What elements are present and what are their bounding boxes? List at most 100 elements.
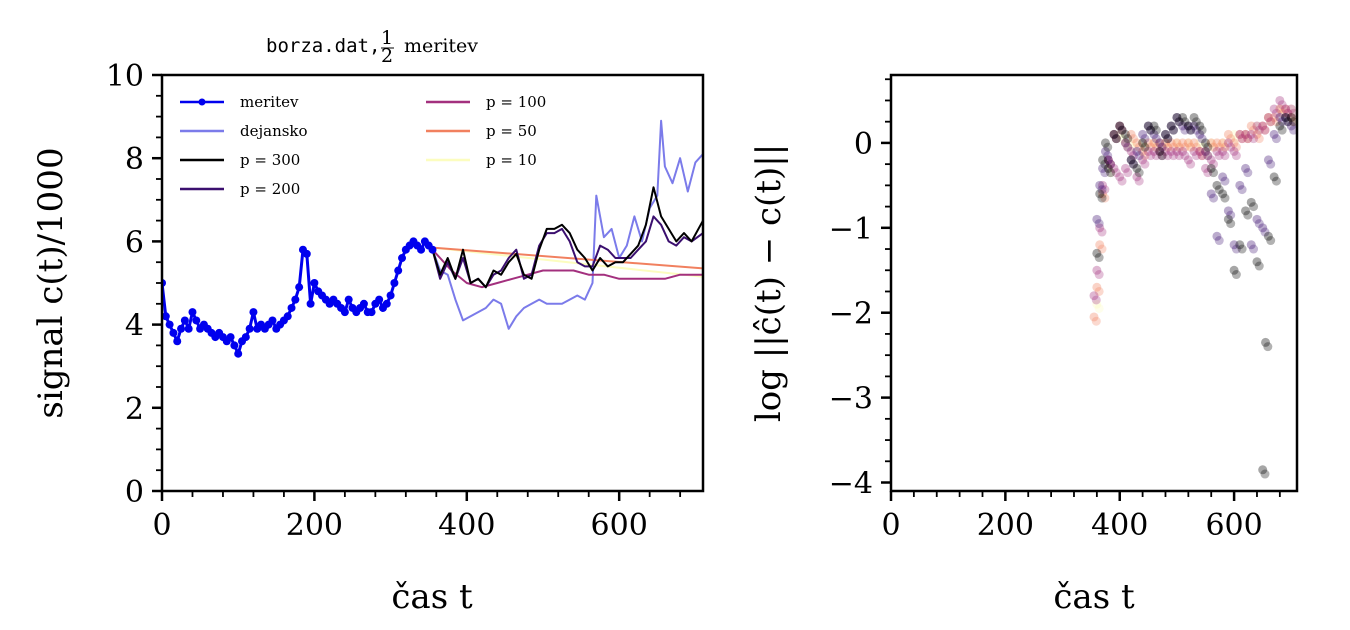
scatter-point [1206,138,1216,148]
scatter-point [1183,138,1193,148]
scatter-point [1123,134,1133,144]
scatter-point [1195,129,1205,139]
scatter-point [1180,151,1190,161]
scatter-point [1091,295,1101,305]
scatter-point [1128,151,1138,161]
scatter-point [1155,146,1165,156]
scatter-point [1092,248,1102,258]
scatter-point [1120,163,1130,173]
scatter-point [1252,121,1262,131]
meritev-point [344,295,353,304]
series-line-p50 [432,246,703,270]
scatter-point [1149,138,1159,148]
scatter-point [1180,117,1190,127]
scatter-point [1191,125,1201,135]
scatter-point [1243,134,1253,144]
y-tick-label: 8 [125,142,144,177]
scatter-point [1206,189,1216,199]
scatter-point [1155,138,1165,148]
meritev-point [180,316,189,325]
scatter-point [1132,146,1142,156]
scatter-point [1271,117,1281,127]
scatter-point [1203,151,1213,161]
scatter-point [1218,138,1228,148]
y-tick-label: 4 [125,309,144,344]
scatter-point [1220,142,1230,152]
scatter-point [1151,134,1161,144]
scatter-point [1269,129,1279,139]
scatter-point [1223,206,1233,216]
scatter-point [1183,138,1193,148]
y-tick-label: 10 [106,59,144,94]
scatter-point [1123,168,1133,178]
meritev-point [177,324,186,333]
scatter-point [1289,125,1297,135]
scatter-point [1103,142,1113,152]
y-tick-label: −3 [829,382,873,417]
scatter-point [1252,121,1262,131]
scatter-point [1157,151,1167,161]
y-tick-label: 0 [854,127,873,162]
scatter-point [1103,151,1113,161]
legend-label: meritev [240,93,299,111]
scatter-point [1151,142,1161,152]
series-line-p300 [431,186,703,289]
scatter-point [1229,265,1239,275]
scatter-point [1277,100,1287,110]
scatter-point [1191,142,1201,152]
scatter-point [1189,121,1199,131]
scatter-point [1174,151,1184,161]
scatter-point [1235,180,1245,190]
scatter-point [1212,231,1222,241]
scatter-point [1223,129,1233,139]
scatter-point [1106,168,1116,178]
scatter-point [1269,112,1279,122]
x-tick-label: 0 [881,508,900,543]
scatter-point [1209,142,1219,152]
x-tick-label: 0 [152,508,171,543]
meritev-point [359,299,368,308]
scatter-point [1146,125,1156,135]
scatter-point [1237,185,1247,195]
scatter-point [1254,125,1264,135]
scatter-point [1098,163,1108,173]
y-tick-label: −4 [829,467,873,502]
scatter-point [1283,108,1293,118]
legend-label: p = 10 [486,151,537,169]
scatter-point [1229,146,1239,156]
scatter-point [1258,465,1268,475]
scatter-point [1212,180,1222,190]
legend: meritev dejansko p = 300 p = 200 p = 100 p = … [172,85,572,205]
scatter-point [1203,142,1213,152]
scatter-point [1223,214,1233,224]
scatter-point [1166,146,1176,156]
legend-label: p = 200 [240,180,300,198]
title-frac-num: 1 [381,27,393,49]
scatter-point [1195,146,1205,156]
scatter-point [1189,138,1199,148]
title-frac-den: 2 [381,45,393,67]
meritev-point [302,249,311,258]
scatter-point [1163,142,1173,152]
scatter-point [1126,155,1136,165]
scatter-point [1094,286,1104,296]
scatter-point [1197,125,1207,135]
scatter-point [1140,142,1150,152]
scatter-point [1266,159,1276,169]
scatter-point [1138,138,1148,148]
scatter-point [1197,142,1207,152]
meritev-point [287,303,296,312]
scatter-point [1115,172,1125,182]
series-line-p100 [431,249,703,289]
scatter-point [1186,159,1196,169]
scatter-point [1092,299,1102,309]
scatter-point [1097,185,1107,195]
scatter-point [1140,151,1150,161]
scatter-point [1132,172,1142,182]
scatter-point [1269,104,1279,114]
scatter-point [1266,117,1276,127]
scatter-point [1115,121,1125,131]
chart-title: borza.dat, 1 2 meritev [266,27,478,67]
scatter-point [1283,117,1293,127]
title-rest: meritev [404,35,478,57]
